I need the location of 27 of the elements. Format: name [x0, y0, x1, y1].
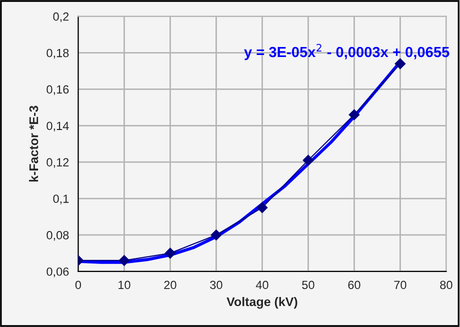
point	[302, 154, 314, 166]
point	[256, 202, 268, 214]
x-tick-label: 10	[118, 280, 130, 290]
x-axis-title: Voltage (kV)	[226, 297, 298, 309]
x-tick-label: 20	[164, 280, 176, 290]
y-axis-title: k-Factor *E-3	[28, 106, 38, 182]
point	[348, 109, 360, 120]
point	[394, 58, 406, 70]
y-tick-label: 0,1	[53, 194, 69, 204]
y-tick-label: 0,2	[53, 12, 69, 22]
x-tick-label: 70	[394, 280, 406, 290]
point	[164, 248, 176, 259]
y-tick-label: 0,18	[46, 48, 69, 59]
annotation: y = 3E-05x$^{2}$ - 0,0003x + 0,0655	[244, 44, 450, 60]
x-tick-label: 0	[75, 280, 82, 290]
x-tick-label: 60	[348, 280, 360, 290]
y-tick-label: 0,08	[46, 231, 69, 241]
y-tick-label: 0,16	[46, 85, 69, 96]
x-tick-label: 50	[302, 280, 314, 290]
y-tick-label: 0,12	[46, 158, 69, 168]
x-tick-label: 80	[440, 280, 452, 290]
y-tick-label: 0,06	[46, 267, 69, 278]
x-tick-label: 40	[256, 280, 268, 290]
y-tick-label: 0,14	[46, 122, 69, 132]
point	[118, 255, 130, 266]
x-tick-label: 30	[210, 280, 222, 290]
point	[210, 230, 222, 240]
